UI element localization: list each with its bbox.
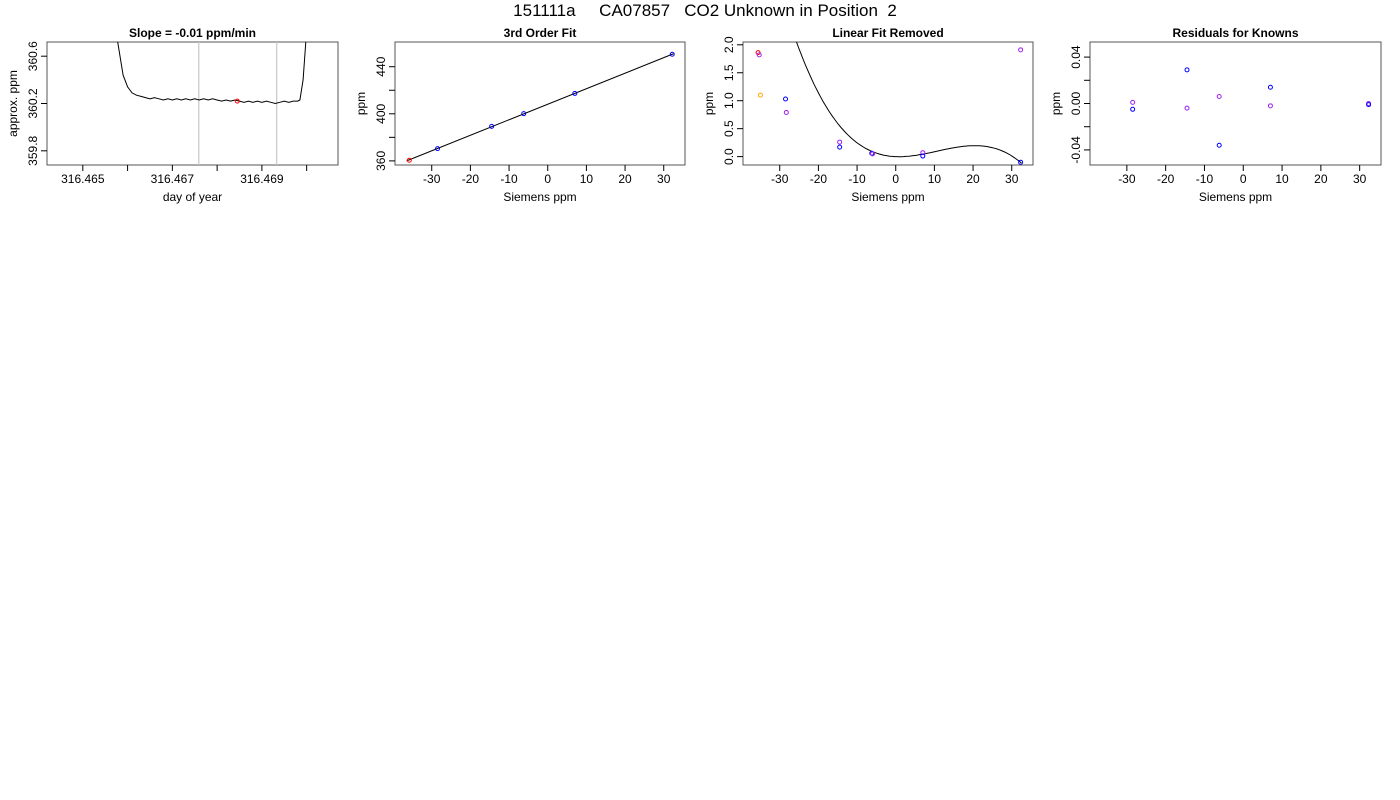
data-point bbox=[783, 96, 789, 102]
data-point bbox=[1216, 142, 1222, 148]
panel-title: Slope = -0.01 ppm/min bbox=[129, 26, 256, 40]
data-point bbox=[669, 51, 675, 57]
plot-area bbox=[117, 42, 307, 165]
x-axis-label: day of year bbox=[163, 190, 222, 204]
chart-panel-4: Residuals for Knowns Siemens ppm ppm -30 -20… bbox=[1049, 26, 1382, 204]
x-tick-label: -30 bbox=[1118, 172, 1136, 186]
data-point bbox=[572, 90, 578, 96]
y-tick-label: 359.8 bbox=[26, 135, 40, 165]
data-point bbox=[1184, 67, 1190, 73]
x-tick-label: 0 bbox=[544, 172, 551, 186]
x-tick-label: 20 bbox=[1314, 172, 1328, 186]
data-point bbox=[1216, 94, 1222, 100]
y-axis-label: ppm bbox=[1049, 92, 1063, 115]
data-point bbox=[1267, 103, 1273, 109]
data-point bbox=[1130, 106, 1136, 112]
fit-line bbox=[406, 53, 674, 162]
data-point bbox=[1184, 105, 1190, 111]
y-tick-label: 0.00 bbox=[1069, 91, 1083, 115]
data-point bbox=[1130, 99, 1136, 105]
y-axis-label: ppm bbox=[354, 92, 368, 115]
data-point bbox=[920, 153, 926, 159]
x-tick-label: 0 bbox=[892, 172, 899, 186]
data-point bbox=[920, 150, 926, 156]
plot-frame bbox=[394, 41, 686, 166]
x-tick-label: 30 bbox=[657, 172, 671, 186]
data-point bbox=[837, 144, 843, 150]
fit-curve bbox=[796, 42, 1022, 164]
chart-panel-2: 3rd Order Fit Siemens ppm ppm -30 -20 -10 0 10 2… bbox=[354, 26, 686, 204]
x-tick-label: -10 bbox=[500, 172, 518, 186]
data-point bbox=[435, 146, 441, 152]
x-tick-label: -20 bbox=[1157, 172, 1175, 186]
panel-title: Linear Fit Removed bbox=[832, 26, 943, 40]
plot-area bbox=[1130, 67, 1372, 148]
data-point bbox=[870, 151, 876, 157]
data-point bbox=[1267, 84, 1273, 90]
x-tick-label: 20 bbox=[618, 172, 632, 186]
x-tick-label: 0 bbox=[1240, 172, 1247, 186]
plot-frame bbox=[46, 41, 339, 166]
x-tick-label: 20 bbox=[966, 172, 980, 186]
y-tick-label: 1.0 bbox=[722, 92, 736, 109]
data-point bbox=[521, 111, 527, 117]
data-point bbox=[757, 92, 763, 98]
y-axis-label: approx. ppm bbox=[6, 70, 20, 137]
y-tick-label: 0.04 bbox=[1069, 45, 1083, 69]
plot-area bbox=[406, 51, 675, 163]
x-tick-label: 316.467 bbox=[151, 172, 195, 186]
x-tick-label: 316.469 bbox=[240, 172, 284, 186]
data-point bbox=[234, 98, 240, 104]
x-tick-label: 30 bbox=[1005, 172, 1019, 186]
x-tick-label: -10 bbox=[848, 172, 866, 186]
x-tick-label: 10 bbox=[928, 172, 942, 186]
data-point bbox=[1018, 47, 1024, 53]
x-tick-label: -10 bbox=[1196, 172, 1214, 186]
y-tick-label: 0.5 bbox=[722, 120, 736, 137]
x-axis-label: Siemens ppm bbox=[503, 190, 576, 204]
data-point bbox=[783, 109, 789, 115]
plot-frame bbox=[742, 41, 1034, 166]
series-line bbox=[117, 42, 307, 105]
x-axis-label: Siemens ppm bbox=[1199, 190, 1272, 204]
data-point bbox=[406, 157, 412, 163]
data-point bbox=[756, 52, 762, 58]
figure-title: 151111a CA07857 CO2 Unknown in Position … bbox=[513, 1, 897, 20]
y-tick-label: 360.2 bbox=[26, 88, 40, 118]
plot-area bbox=[755, 42, 1024, 165]
x-tick-label: 10 bbox=[580, 172, 594, 186]
chart-panel-1: Slope = -0.01 ppm/min day of year approx. … bbox=[6, 26, 339, 204]
x-tick-label: -20 bbox=[462, 172, 480, 186]
data-point bbox=[1366, 102, 1372, 108]
panel-title: 3rd Order Fit bbox=[504, 26, 577, 40]
data-point bbox=[1018, 159, 1024, 165]
y-tick-label: 400 bbox=[374, 103, 388, 123]
y-axis-label: ppm bbox=[702, 92, 716, 115]
y-tick-label: 440 bbox=[374, 56, 388, 76]
chart-panel-3: Linear Fit Removed Siemens ppm ppm -30 -20 -1… bbox=[702, 26, 1034, 204]
x-tick-label: 30 bbox=[1353, 172, 1367, 186]
x-tick-label: -20 bbox=[810, 172, 828, 186]
x-tick-label: 10 bbox=[1275, 172, 1289, 186]
panel-title: Residuals for Knowns bbox=[1172, 26, 1298, 40]
x-axis-label: Siemens ppm bbox=[851, 190, 924, 204]
x-tick-label: -30 bbox=[771, 172, 789, 186]
data-point bbox=[837, 139, 843, 145]
y-tick-label: 360.6 bbox=[26, 41, 40, 71]
x-tick-label: -30 bbox=[423, 172, 441, 186]
y-tick-label: -0.04 bbox=[1069, 136, 1083, 164]
y-tick-label: 1.5 bbox=[722, 64, 736, 81]
y-tick-label: 2.0 bbox=[722, 36, 736, 53]
y-tick-label: 0.0 bbox=[722, 148, 736, 165]
y-tick-label: 360 bbox=[374, 151, 388, 171]
data-point bbox=[489, 123, 495, 129]
x-tick-label: 316.465 bbox=[61, 172, 105, 186]
